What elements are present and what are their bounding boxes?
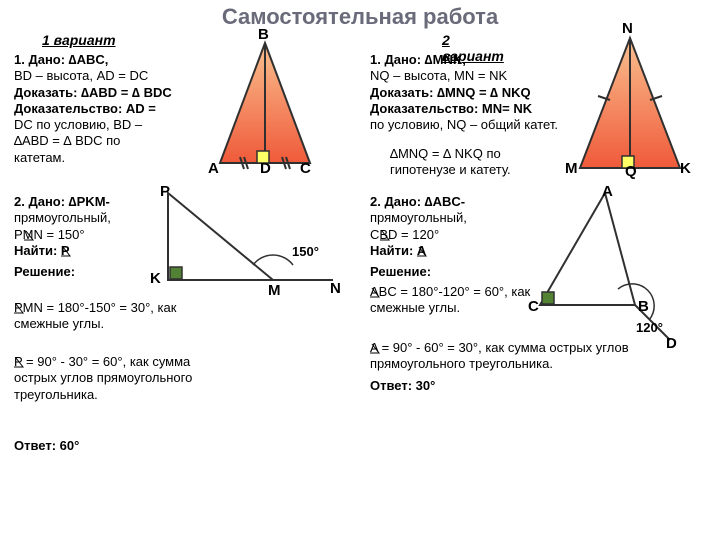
v1-sol-1: PMN = 180°-150° = 30°, как смежные углы. (14, 300, 224, 333)
page-title: Самостоятельная работа (0, 4, 720, 30)
lbl-Q: Q (625, 163, 637, 180)
v1-p2-sol-hdr: Решение: (14, 264, 75, 280)
v2-p2: 2. Дано: ∆ABC- прямоугольный, CBD = 120°… (370, 194, 540, 259)
angle-icon (14, 358, 24, 368)
v1-ans: Ответ: 60° (14, 438, 79, 454)
angle-icon (14, 304, 24, 314)
triangle-abc (210, 35, 330, 175)
variant1-hdr: 1 вариант (42, 32, 116, 48)
angle-icon (24, 231, 34, 241)
v2-p1-concl: ∆MNQ = ∆ NKQ по гипотенузе и катету. (390, 146, 560, 179)
angle-icon (417, 247, 427, 257)
lbl-D1: D (260, 160, 271, 177)
lbl-M1: M (565, 160, 578, 177)
triangle-pkm (158, 185, 358, 305)
lbl-N: N (622, 20, 633, 37)
triangle-mnk (570, 30, 700, 180)
v2-sol-1: ABC = 180°-120° = 60°, как смежные углы. (370, 284, 570, 317)
angle150: 150° (292, 244, 319, 260)
angle-icon (370, 288, 380, 298)
lbl-B: B (258, 26, 269, 43)
lbl-K1: K (680, 160, 691, 177)
lbl-C1: C (300, 160, 311, 177)
triangle-abc2 (530, 185, 700, 345)
lbl-B2: B (638, 298, 649, 315)
lbl-A1: A (208, 160, 219, 177)
v2-p1: 1. Дано: ∆MNK, NQ – высота, MN = NK Дока… (370, 52, 600, 133)
v1-sol-2: P = 90° - 30° = 60°, как сумма острых уг… (14, 354, 224, 403)
angle120: 120° (636, 320, 663, 336)
angle-icon (380, 231, 390, 241)
angle-icon (61, 247, 71, 257)
angle-icon (370, 344, 380, 354)
lbl-P: P (160, 183, 170, 200)
lbl-A2: A (602, 183, 613, 200)
v2-sol-2: A = 90° - 60° = 30°, как сумма острых уг… (370, 340, 700, 373)
v2-p2-sol-hdr: Решение: (370, 264, 440, 280)
lbl-M2: M (268, 282, 281, 299)
v1-p1: 1. Дано: ∆ABC, BD – высота, AD = DC Дока… (14, 52, 224, 166)
lbl-N2: N (330, 280, 341, 297)
lbl-K2: K (150, 270, 161, 287)
v2-ans: Ответ: 30° (370, 378, 435, 394)
